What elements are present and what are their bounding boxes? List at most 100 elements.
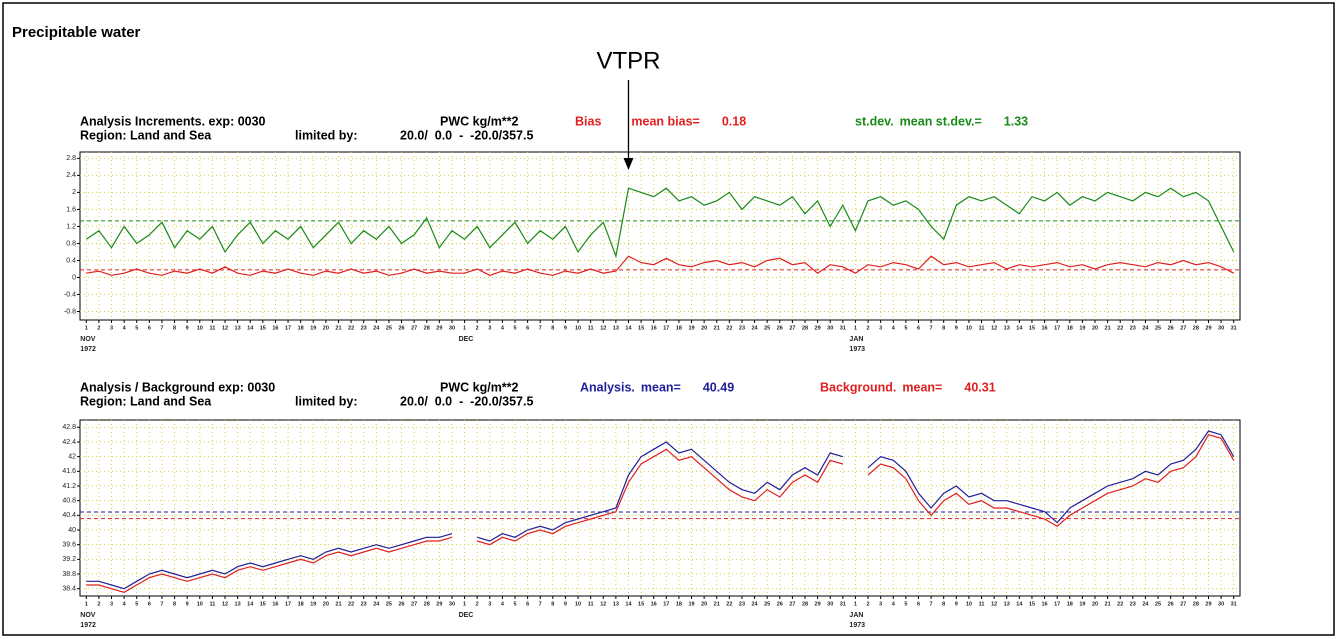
x-tick-label: 30 [827, 601, 833, 607]
month-label: NOV [80, 612, 96, 619]
x-tick-label: 7 [160, 325, 163, 331]
limits: 20.0/ 0.0 - -20.0/357.5 [400, 128, 533, 142]
y-tick-label: 1.6 [66, 206, 76, 213]
x-tick-label: 4 [501, 325, 505, 331]
x-tick-label: 8 [551, 325, 554, 331]
x-tick-label: 11 [588, 601, 594, 607]
x-tick-label: 29 [815, 601, 821, 607]
x-tick-label: 17 [1054, 325, 1060, 331]
x-tick-label: 14 [1016, 601, 1023, 607]
x-tick-label: 6 [148, 601, 151, 607]
x-tick-label: 6 [917, 601, 920, 607]
y-tick-label: 40.8 [62, 498, 76, 505]
x-tick-label: 24 [373, 325, 380, 331]
y-tick-label: 39.6 [62, 542, 76, 549]
x-tick-label: 16 [651, 325, 657, 331]
x-tick-label: 20 [1092, 325, 1098, 331]
x-tick-label: 4 [123, 325, 127, 331]
x-tick-label: 20 [323, 601, 329, 607]
x-tick-label: 14 [625, 601, 632, 607]
x-tick-label: 12 [600, 601, 606, 607]
x-tick-label: 18 [298, 325, 304, 331]
y-tick-label: -0.8 [64, 308, 76, 315]
x-tick-label: 23 [1130, 325, 1136, 331]
x-tick-label: 27 [789, 601, 795, 607]
x-tick-label: 9 [955, 601, 958, 607]
x-tick-label: 16 [651, 601, 657, 607]
x-tick-label: 3 [879, 601, 882, 607]
x-tick-label: 21 [1105, 325, 1111, 331]
limit-label: limited by: [295, 128, 358, 142]
y-tick-label: 0.4 [66, 257, 76, 264]
x-tick-label: 29 [1205, 325, 1211, 331]
x-tick-label: 17 [663, 601, 669, 607]
y-tick-label: 42.4 [62, 439, 76, 446]
legend-mean-value: 40.49 [703, 380, 734, 394]
x-tick-label: 10 [966, 325, 972, 331]
month-label: DEC [459, 612, 474, 619]
y-tick-label: 2.8 [66, 155, 76, 162]
x-tick-label: 2 [867, 601, 870, 607]
x-tick-label: 12 [600, 325, 606, 331]
year-label: 1972 [80, 346, 96, 353]
legend-name: Bias [575, 114, 601, 128]
x-tick-label: 18 [676, 325, 682, 331]
x-tick-label: 20 [701, 325, 707, 331]
x-tick-label: 14 [625, 325, 632, 331]
x-tick-label: 2 [97, 325, 100, 331]
x-tick-label: 22 [1117, 601, 1123, 607]
x-tick-label: 17 [285, 601, 291, 607]
x-tick-label: 10 [575, 601, 581, 607]
x-tick-label: 20 [701, 601, 707, 607]
x-tick-label: 4 [501, 601, 505, 607]
x-tick-label: 13 [235, 601, 241, 607]
region: Region: Land and Sea [80, 128, 212, 142]
x-tick-label: 3 [879, 325, 882, 331]
x-tick-label: 1 [854, 601, 857, 607]
x-tick-label: 21 [335, 325, 341, 331]
x-tick-label: 15 [260, 325, 266, 331]
x-tick-label: 13 [1004, 325, 1010, 331]
x-tick-label: 28 [1193, 325, 1199, 331]
x-tick-label: 28 [1193, 601, 1199, 607]
units: PWC kg/m**2 [440, 114, 519, 128]
x-tick-label: 7 [930, 601, 933, 607]
series-line [86, 255, 1234, 276]
x-tick-label: 6 [148, 325, 151, 331]
chart-title: Analysis Increments. exp: 0030 [80, 114, 266, 128]
x-tick-label: 27 [789, 325, 795, 331]
year-label: 1972 [80, 622, 96, 629]
x-tick-label: 14 [247, 601, 254, 607]
x-tick-label: 13 [613, 601, 619, 607]
series-line [86, 430, 1235, 590]
x-tick-label: 2 [476, 601, 479, 607]
x-tick-label: 19 [1079, 601, 1085, 607]
x-tick-label: 21 [714, 325, 720, 331]
legend-mean-value: 1.33 [1004, 114, 1028, 128]
x-tick-label: 28 [802, 325, 808, 331]
x-tick-label: 11 [209, 325, 215, 331]
x-tick-label: 29 [815, 325, 821, 331]
x-tick-label: 20 [323, 325, 329, 331]
year-label: 1973 [849, 346, 865, 353]
x-tick-label: 11 [979, 325, 985, 331]
legend-name: Background. [820, 380, 896, 394]
x-tick-label: 18 [1067, 325, 1073, 331]
x-tick-label: 24 [1142, 601, 1149, 607]
x-tick-label: 30 [1218, 601, 1224, 607]
limit-label: limited by: [295, 394, 358, 408]
x-tick-label: 25 [386, 601, 392, 607]
y-tick-label: 2 [72, 189, 76, 196]
x-tick-label: 12 [991, 325, 997, 331]
x-tick-label: 9 [564, 601, 567, 607]
x-tick-label: 10 [197, 601, 203, 607]
x-tick-label: 11 [979, 601, 985, 607]
y-tick-label: 40.4 [62, 512, 76, 519]
x-tick-label: 22 [726, 601, 732, 607]
x-tick-label: 27 [411, 601, 417, 607]
x-tick-label: 5 [513, 325, 516, 331]
x-tick-label: 15 [1029, 325, 1035, 331]
y-tick-label: 39.2 [62, 556, 76, 563]
chart-title: Analysis / Background exp: 0030 [80, 380, 275, 394]
